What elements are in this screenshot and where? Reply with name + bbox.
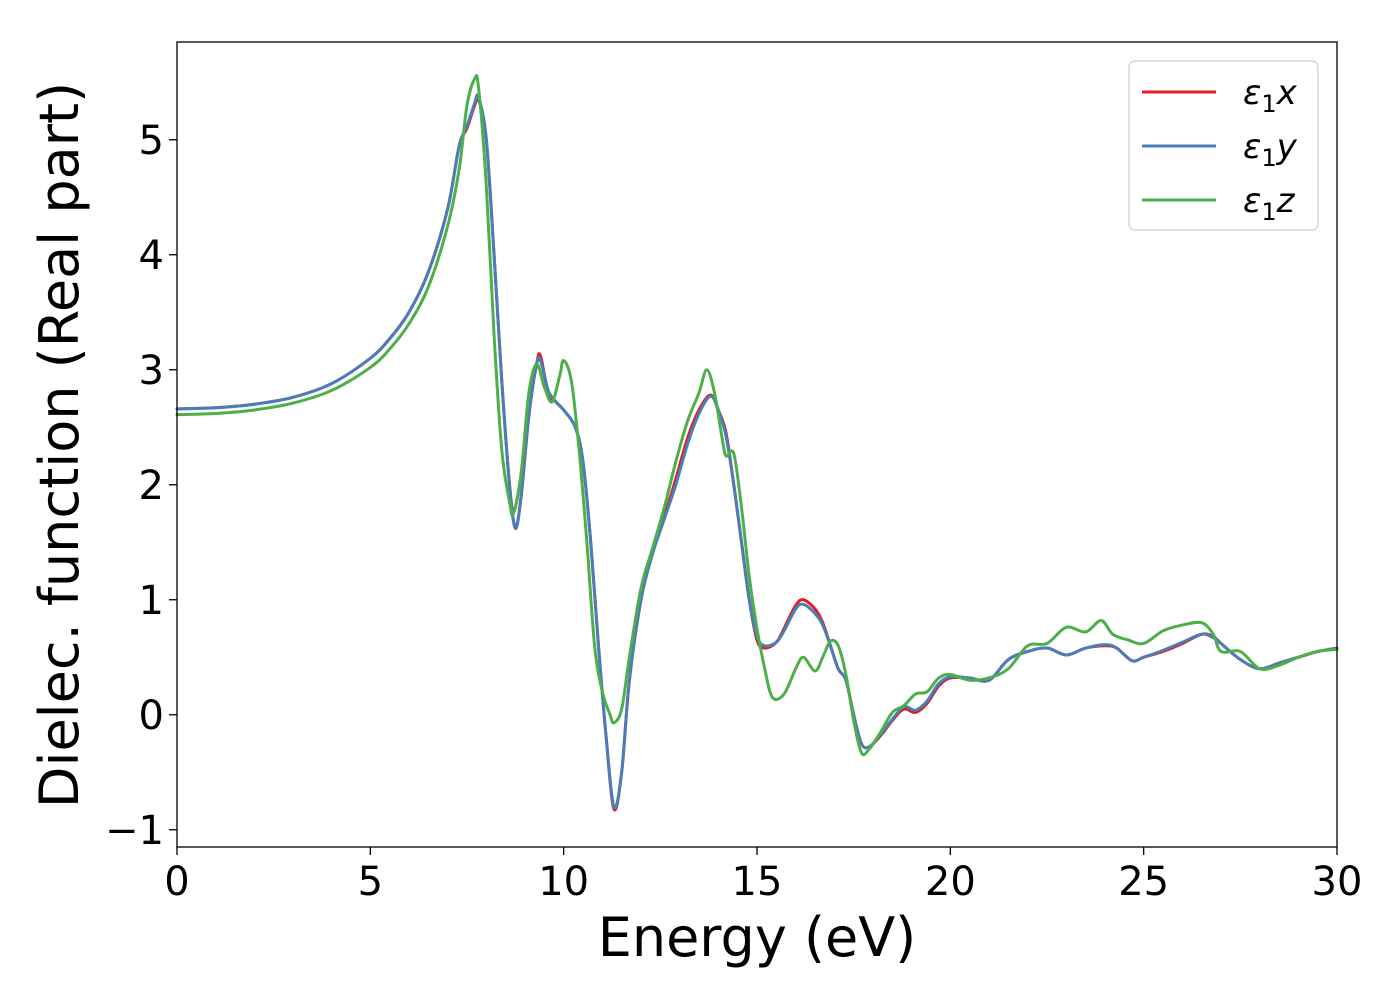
x-tick-label: 30	[1312, 859, 1363, 905]
x-axis-ticks: 0 5 10 15 20 25 30	[164, 847, 1362, 905]
y-tick-label: 5	[139, 118, 164, 164]
x-tick-label: 15	[732, 859, 783, 905]
series-lines	[175, 74, 1339, 812]
y-tick-label: −1	[105, 808, 164, 854]
legend: ε1x ε1y ε1z	[1128, 60, 1319, 231]
x-tick-label: 20	[925, 859, 976, 905]
legend-label-y: ε1y	[1243, 127, 1298, 172]
series-line-y	[175, 93, 1339, 810]
legend-entries: ε1x ε1y ε1z	[1142, 73, 1298, 226]
x-tick-label: 10	[538, 859, 589, 905]
x-tick-label: 25	[1118, 859, 1169, 905]
y-axis-label: Dielec. function (Real part)	[28, 82, 91, 808]
legend-label-z: ε1z	[1243, 181, 1296, 226]
legend-box	[1128, 60, 1319, 231]
y-tick-label: 2	[139, 463, 164, 509]
x-tick-label: 0	[164, 859, 189, 905]
y-tick-label: 4	[139, 233, 164, 279]
series-line-z	[175, 74, 1339, 757]
y-axis-ticks: −1 0 1 2 3 4 5	[105, 118, 177, 854]
y-tick-label: 1	[139, 578, 164, 624]
legend-label-x: ε1x	[1243, 73, 1298, 118]
y-tick-label: 3	[139, 348, 164, 394]
y-tick-label: 0	[139, 693, 164, 739]
x-axis-label: Energy (eV)	[598, 906, 917, 969]
x-tick-label: 5	[358, 859, 383, 905]
